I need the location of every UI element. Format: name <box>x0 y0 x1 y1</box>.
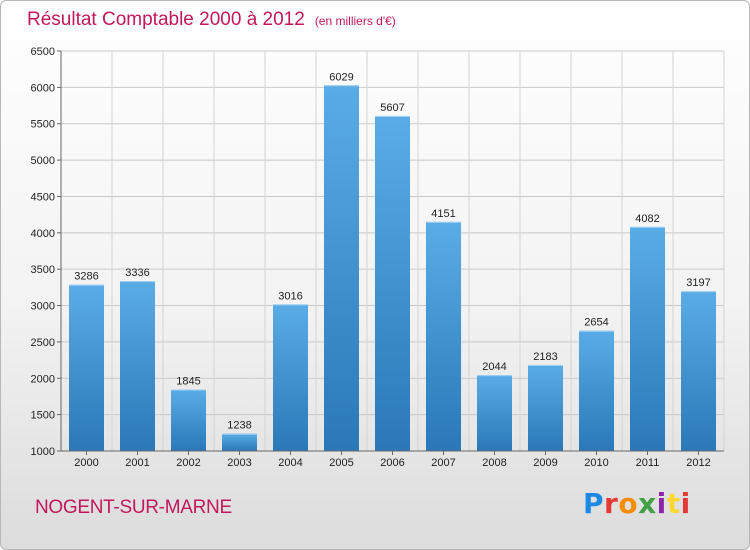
x-tick-label: 2011 <box>636 457 660 469</box>
y-tick-label: 4500 <box>31 191 55 203</box>
axis-layer: 1000 1500 2000 2500 3000 3500 4000 4500 5000 5500… <box>31 46 724 469</box>
data-label: 3197 <box>686 277 710 289</box>
data-label: 2654 <box>584 317 608 329</box>
bar <box>69 284 104 451</box>
y-tick-label: 6500 <box>31 46 55 58</box>
logo-letter: i <box>680 487 691 520</box>
y-tick-label: 5000 <box>31 155 55 167</box>
data-label: 4082 <box>635 213 659 225</box>
x-tick-label: 2000 <box>74 457 98 469</box>
x-tick-label: 2006 <box>380 457 404 469</box>
bar-layer <box>69 85 716 451</box>
bar <box>273 304 308 451</box>
y-tick-label: 5500 <box>31 119 55 131</box>
y-tick-label: 2000 <box>31 373 55 385</box>
bar <box>681 291 716 451</box>
x-tick-label: 2007 <box>431 457 455 469</box>
bar <box>477 375 512 451</box>
y-tick-label: 1500 <box>31 410 55 422</box>
bar <box>375 115 410 451</box>
x-tick-label: 2001 <box>125 457 149 469</box>
label-layer: 3286 3336 1845 1238 3016 6029 5607 4151 2044 2183… <box>74 71 710 431</box>
logo-letter: i <box>656 487 667 520</box>
x-tick-label: 2003 <box>227 457 251 469</box>
bar <box>630 226 665 451</box>
data-label: 5607 <box>380 102 404 114</box>
bar <box>324 85 359 451</box>
x-tick-label: 2008 <box>482 457 506 469</box>
x-tick-label: 2010 <box>584 457 608 469</box>
y-tick-label: 3000 <box>31 301 55 313</box>
title-subtitle: (en milliers d'€) <box>314 14 396 28</box>
data-label: 2183 <box>533 351 557 363</box>
x-tick-label: 2009 <box>533 457 557 469</box>
bar <box>222 433 257 451</box>
data-label: 1238 <box>227 420 251 432</box>
logo-letter: r <box>604 487 619 520</box>
bar <box>171 389 206 451</box>
data-label: 3336 <box>125 267 149 279</box>
logo-letter: o <box>618 487 639 520</box>
data-label: 4151 <box>431 208 455 220</box>
logo-letter: x <box>638 487 657 520</box>
data-label: 2044 <box>482 361 506 373</box>
data-label: 1845 <box>176 376 200 388</box>
y-tick-label: 1000 <box>31 446 55 458</box>
logo-letter: t <box>666 487 681 520</box>
data-label: 6029 <box>329 71 353 83</box>
x-tick-label: 2004 <box>278 457 302 469</box>
data-label: 3016 <box>278 290 302 302</box>
logo-letter: P <box>583 487 605 520</box>
y-tick-label: 4000 <box>31 228 55 240</box>
y-tick-label: 3500 <box>31 264 55 276</box>
chart-title: Résultat Comptable 2000 à 2012 (en millie… <box>27 9 396 31</box>
title-main: Résultat Comptable 2000 à 2012 <box>27 9 305 30</box>
x-tick-label: 2012 <box>686 457 710 469</box>
bar <box>528 364 563 451</box>
x-tick-label: 2005 <box>329 457 353 469</box>
bar <box>579 330 614 451</box>
bar <box>120 281 155 451</box>
y-tick-label: 6000 <box>31 82 55 94</box>
y-tick-label: 2500 <box>31 337 55 349</box>
x-tick-label: 2002 <box>176 457 200 469</box>
proxiti-logo: Proxiti <box>583 487 691 520</box>
data-label: 3286 <box>74 271 98 283</box>
bar <box>426 221 461 451</box>
town-name: NOGENT-SUR-MARNE <box>35 497 232 518</box>
